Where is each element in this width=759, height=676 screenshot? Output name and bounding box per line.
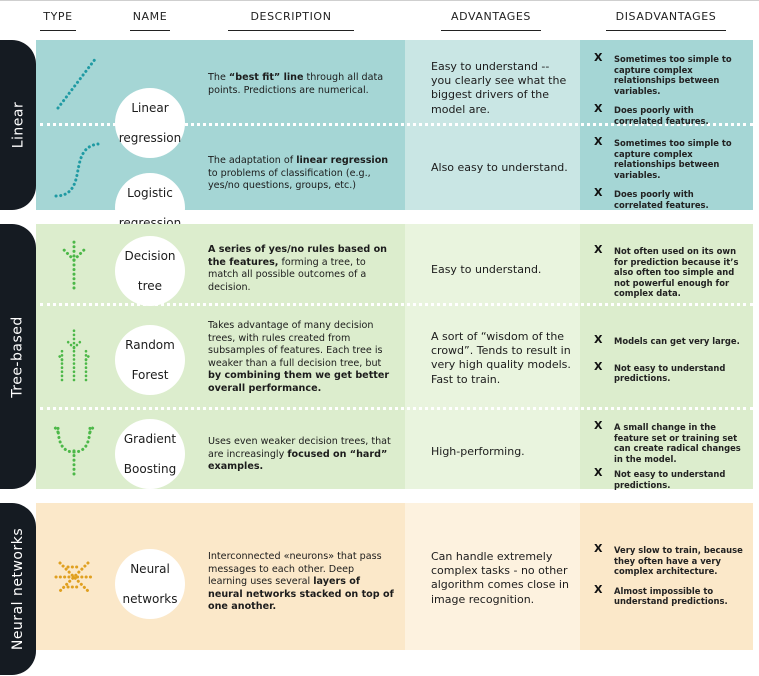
tree-disadvantages-cell <box>580 224 753 489</box>
header-type: TYPE <box>43 10 73 23</box>
group-label-neural-networks: Neural networks <box>10 527 27 651</box>
row-divider <box>40 407 753 410</box>
neural-network-icon <box>54 561 94 593</box>
top-rule <box>0 0 759 1</box>
header-type-underline <box>40 30 76 31</box>
disadvantages-linear-regression: X Sometimes too simple to capture complex… <box>594 51 744 127</box>
model-name-gradient-boosting: Gradient Boosting <box>115 419 185 489</box>
x-mark-icon: X <box>594 243 603 256</box>
row-divider <box>40 123 753 126</box>
x-mark-icon: X <box>594 102 603 116</box>
header-name-underline <box>130 30 170 31</box>
group-label-linear: Linear <box>10 101 27 149</box>
tree-based-group: Tree-based Decision tree A series of yes/… <box>0 224 759 491</box>
description-logistic-regression: The adaptation of linear regression to p… <box>208 155 389 192</box>
tree-advantages-cell <box>405 224 580 489</box>
disadvantage-item: X Does poorly with correlated features. <box>594 186 709 210</box>
disadvantages-logistic-regression: X Sometimes too simple to capture complex… <box>594 135 744 211</box>
disadvantages-neural-networks: X Very slow to train, because they often … <box>594 542 744 607</box>
disadvantage-item: X Almost impossible to understand predict… <box>594 582 728 607</box>
neural-main-cell <box>36 503 405 650</box>
header-advantages-underline <box>441 30 541 31</box>
neural-disadvantages-cell <box>580 503 753 650</box>
advantages-neural-networks: Can handle extremely complex tasks - no … <box>431 550 569 606</box>
random-forest-icon <box>56 328 92 382</box>
x-mark-icon: X <box>594 419 603 432</box>
group-label-tree-based: Tree-based <box>10 315 27 398</box>
advantages-decision-tree: Easy to understand. <box>431 263 542 276</box>
linear-regression-icon <box>56 56 98 110</box>
x-mark-icon: X <box>594 186 603 200</box>
model-name-linear-regression: Linear regression <box>115 88 185 158</box>
x-mark-icon: X <box>594 51 603 64</box>
disadvantage-item: X Not easy to understand predictions. <box>594 359 726 384</box>
disadvantage-item: X Not easy to understand predictions. <box>594 466 726 490</box>
advantages-random-forest: A sort of “wisdom of the crowd”. Tends t… <box>431 330 571 386</box>
disadvantage-item: X Sometimes too simple to capture complex… <box>594 51 732 96</box>
model-name-random-forest: Random Forest <box>115 325 185 395</box>
header-name: NAME <box>132 10 168 23</box>
x-mark-icon: X <box>594 466 603 480</box>
description-gradient-boosting: Uses even weaker decision trees, that ar… <box>208 436 391 473</box>
disadvantage-item: X Not often used on its own for predictio… <box>594 243 739 299</box>
linear-group: Linear Linear regression The “best fit” l… <box>0 40 759 243</box>
x-mark-icon: X <box>594 333 603 346</box>
header-disadvantages-underline <box>606 30 726 31</box>
disadvantages-decision-tree: X Not often used on its own for predictio… <box>594 243 744 299</box>
disadvantage-item: X Does poorly with correlated features. <box>594 102 709 126</box>
header-description-underline <box>228 30 354 31</box>
row-divider <box>40 303 753 306</box>
disadvantages-random-forest: X Models can get very large. X Not easy to… <box>594 333 744 384</box>
disadvantage-item: X Sometimes too simple to capture complex… <box>594 135 732 180</box>
x-mark-icon: X <box>594 542 603 555</box>
decision-tree-icon <box>60 236 88 290</box>
disadvantage-item: X Models can get very large. <box>594 333 740 346</box>
description-neural-networks: Interconnected «neurons» that pass messa… <box>208 551 394 613</box>
x-mark-icon: X <box>594 135 603 148</box>
tree-main-cell <box>36 224 405 489</box>
neural-advantages-cell <box>405 503 580 650</box>
logistic-regression-icon <box>54 142 100 198</box>
x-mark-icon: X <box>594 582 603 596</box>
advantages-linear-regression: Easy to understand -- you clearly see wh… <box>431 60 567 116</box>
advantages-logistic-regression: Also easy to understand. <box>431 161 568 174</box>
x-mark-icon: X <box>594 359 603 373</box>
group-tab-tree-based <box>0 224 36 489</box>
group-tab-linear <box>0 40 36 210</box>
description-decision-tree: A series of yes/no rules based on the fe… <box>208 244 387 293</box>
disadvantage-item: X Very slow to train, because they often … <box>594 542 743 577</box>
header-disadvantages: DISADVANTAGES <box>615 10 717 23</box>
advantages-gradient-boosting: High-performing. <box>431 445 525 458</box>
model-name-neural-networks: Neural networks <box>115 549 185 619</box>
neural-networks-group: Neural networks Neural networks Interconn… <box>0 503 759 675</box>
header-advantages: ADVANTAGES <box>450 10 532 23</box>
description-linear-regression: The “best fit” line through all data poi… <box>208 72 384 96</box>
header-description: DESCRIPTION <box>250 10 332 23</box>
gradient-boosting-icon <box>52 424 96 476</box>
description-random-forest: Takes advantage of many decision trees, … <box>208 320 390 394</box>
group-tab-neural-networks <box>0 503 36 675</box>
model-name-decision-tree: Decision tree <box>115 236 185 306</box>
